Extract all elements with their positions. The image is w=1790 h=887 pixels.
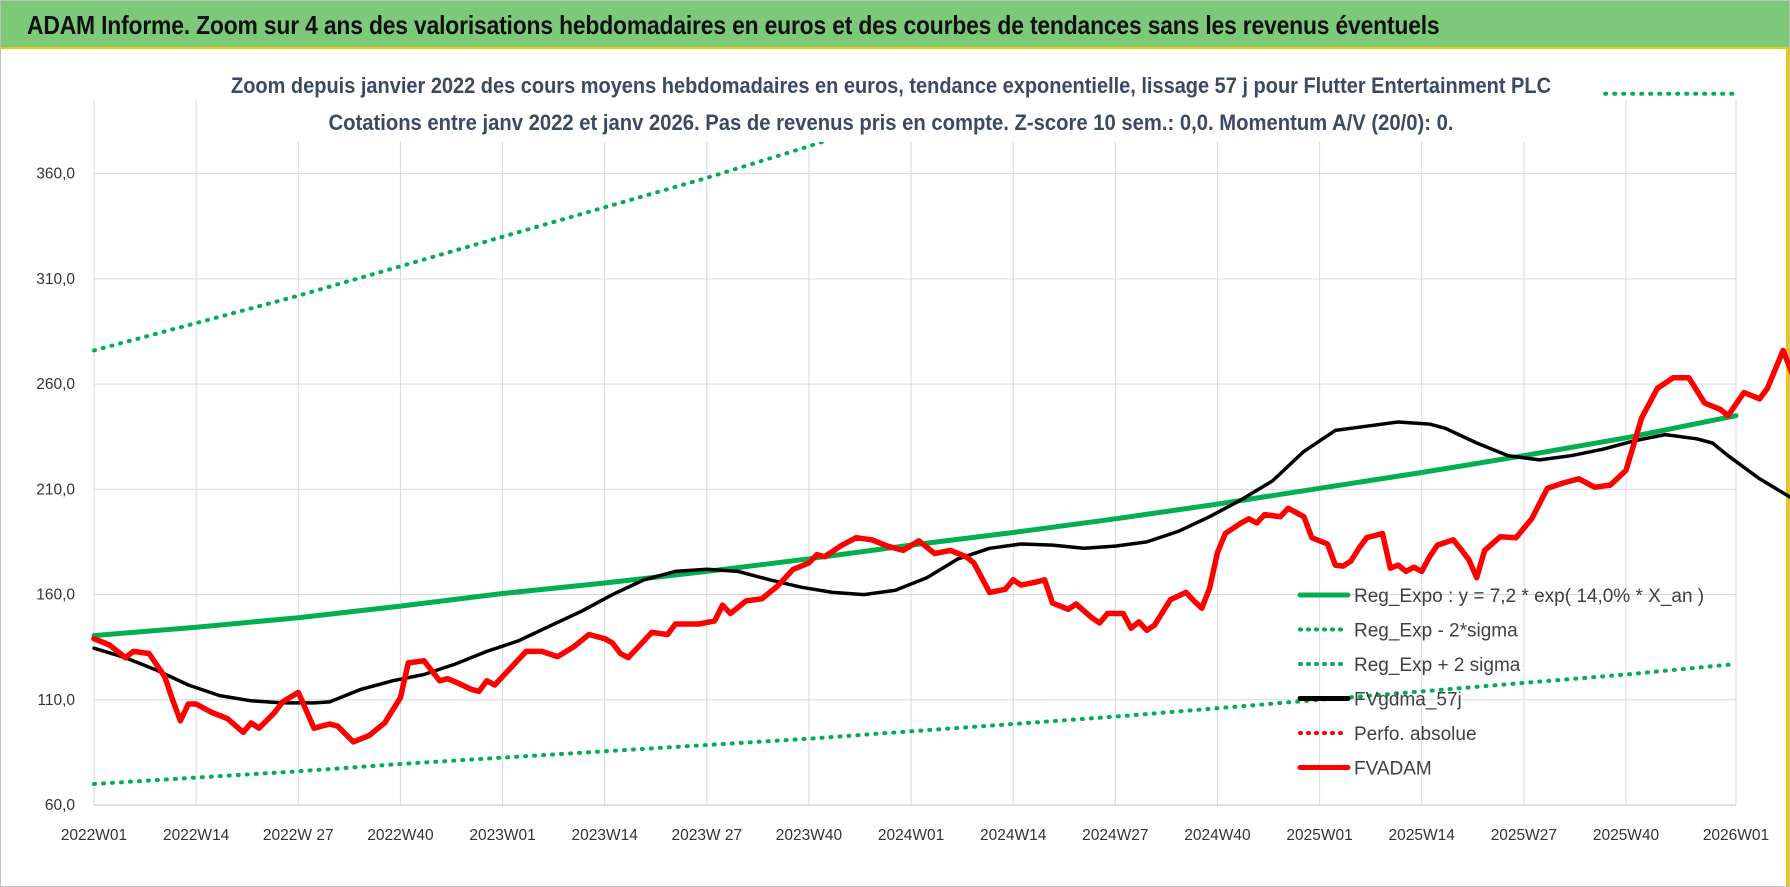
series-fvgdma-57j	[92, 420, 1790, 705]
x-tick-label: 2023W40	[776, 827, 843, 844]
legend-label: Perfo. absolue	[1354, 724, 1477, 745]
report-title: ADAM Informe. Zoom sur 4 ans des valoris…	[27, 10, 1440, 40]
chart-title-line-2: Cotations entre janv 2022 et janv 2026. …	[329, 110, 1454, 135]
y-tick-label: 360,0	[36, 166, 75, 183]
chart-legend: Reg_Expo : y = 7,2 * exp( 14,0% * X_an )…	[1297, 586, 1704, 780]
legend-label: FVADAM	[1354, 759, 1432, 780]
right-accent-rule	[1786, 47, 1789, 886]
y-axis-labels: 60,0 110,0 160,0 210,0 260,0 310,0 360,0	[36, 166, 75, 814]
x-tick-label: 2025W14	[1389, 827, 1456, 844]
title-background	[200, 62, 1600, 142]
chart-title-line-1: Zoom depuis janvier 2022 des cours moyen…	[231, 73, 1551, 98]
chart-gridlines	[93, 100, 1737, 806]
x-tick-label: 2023W14	[571, 827, 638, 844]
legend-label: Reg_Exp - 2*sigma	[1354, 621, 1518, 642]
y-tick-label: 260,0	[36, 376, 75, 393]
x-tick-label: 2023W 27	[671, 827, 742, 844]
x-tick-label: 2022W14	[163, 827, 230, 844]
x-tick-label: 2025W40	[1593, 827, 1660, 844]
x-tick-label: 2022W 27	[263, 827, 334, 844]
x-axis-labels: 2022W01 2022W14 2022W 27 2022W40 2023W01 2023…	[61, 827, 1769, 844]
x-tick-label: 2022W40	[367, 827, 434, 844]
x-tick-label: 2026W01	[1703, 827, 1769, 844]
legend-label: FVgdma_57j	[1354, 690, 1462, 711]
legend-label: Reg_Expo : y = 7,2 * exp( 14,0% * X_an )	[1354, 586, 1704, 607]
y-tick-label: 60,0	[45, 797, 76, 814]
x-tick-label: 2023W01	[469, 827, 535, 844]
y-tick-label: 310,0	[36, 271, 75, 288]
x-tick-label: 2025W01	[1286, 827, 1352, 844]
series-fvadam	[91, 347, 1790, 745]
x-tick-label: 2024W01	[878, 827, 944, 844]
x-tick-label: 2025W27	[1491, 827, 1557, 844]
y-tick-label: 210,0	[36, 481, 75, 498]
x-tick-label: 2024W40	[1184, 827, 1251, 844]
report-banner: ADAM Informe. Zoom sur 4 ans des valoris…	[1, 1, 1789, 49]
chart-series	[91, 91, 1790, 786]
x-tick-label: 2024W27	[1082, 827, 1148, 844]
series-reg-minus-2sigma	[92, 662, 1738, 786]
y-tick-label: 160,0	[36, 587, 75, 604]
x-tick-label: 2022W01	[61, 827, 127, 844]
y-tick-label: 110,0	[37, 692, 75, 709]
x-tick-label: 2024W14	[980, 827, 1047, 844]
legend-label: Reg_Exp + 2 sigma	[1354, 655, 1521, 676]
